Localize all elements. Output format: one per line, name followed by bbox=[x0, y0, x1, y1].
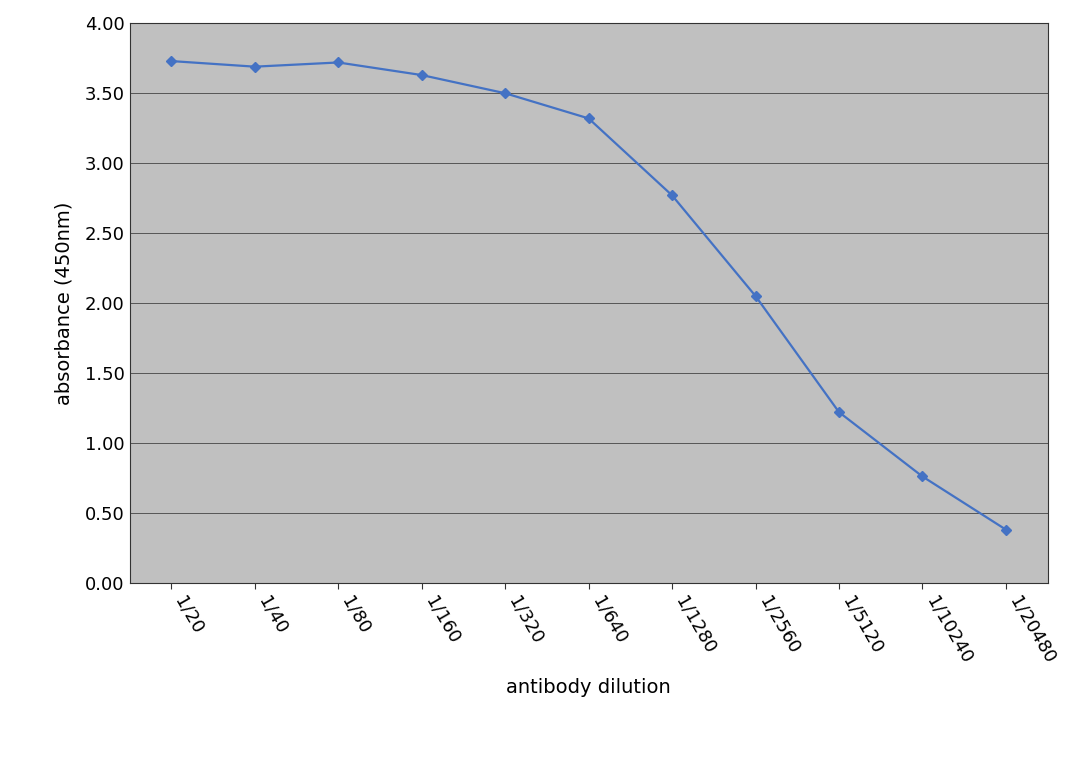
Y-axis label: absorbance (450nm): absorbance (450nm) bbox=[55, 201, 73, 405]
X-axis label: antibody dilution: antibody dilution bbox=[507, 678, 671, 697]
